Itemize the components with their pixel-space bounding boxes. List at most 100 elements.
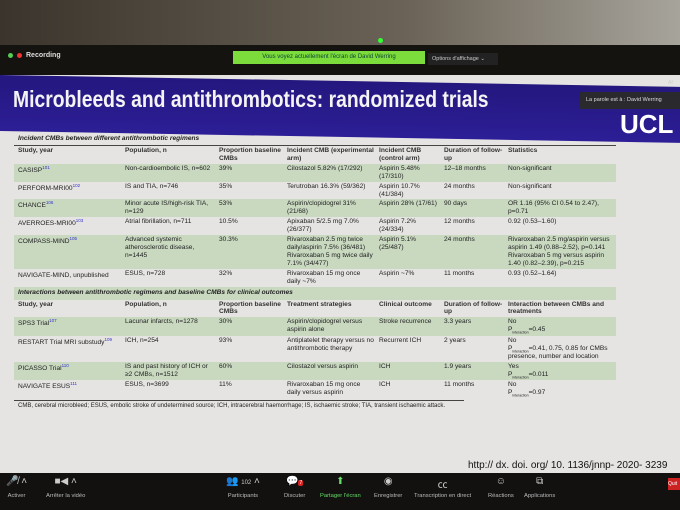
table-cell: 35% xyxy=(219,182,233,190)
camera-indicator xyxy=(378,38,383,43)
chat-badge: 7 xyxy=(298,480,304,486)
table-cell: Aspirin 5.1% (25/487) xyxy=(379,236,417,251)
table-cell: RESTART Trial MRI substudy109 xyxy=(18,336,112,346)
table-cell: 2 years xyxy=(444,336,466,344)
table-header-row: Study, year Population, n Proportion basel… xyxy=(14,300,616,318)
table-row: CASISP101 Non-cardioembolic IS, n=602 39% C… xyxy=(14,163,616,182)
participants-button[interactable]: 👥 102 ˄ Participants xyxy=(226,476,260,499)
table-cell: Treatment strategies xyxy=(287,300,352,308)
table-cell: Population, n xyxy=(125,147,167,154)
table-cell: Rivaroxaban 2.5 mg twice daily/aspirin 7… xyxy=(287,236,373,267)
table-cell: 10.5% xyxy=(219,218,238,226)
table-cell: Non-significant xyxy=(508,164,552,172)
table-row: PERFORM-MRI00102 IS and TIA, n=746 35% Teru… xyxy=(14,182,616,200)
table-row: NAVIGATE ESUS111 ESUS, n=3699 11% Rivaroxab… xyxy=(14,380,616,398)
quit-button[interactable]: Quit xyxy=(668,478,680,490)
doi-caption: http:// dx. doi. org/ 10. 1136/jnnp- 202… xyxy=(468,460,668,471)
table-row: CHANCE106 Minor acute IS/high-risk TIA, n… xyxy=(14,199,616,218)
table-cell: PERFORM-MRI00102 xyxy=(18,182,81,192)
table-cell: NAVIGATE ESUS111 xyxy=(18,381,77,391)
reference-superscript: 102 xyxy=(72,182,81,188)
recording-indicator: Recording xyxy=(8,52,61,59)
table-cell: ICH, n=254 xyxy=(125,336,159,344)
table-cell: Non-cardioembolic IS, n=602 xyxy=(125,164,211,172)
table-cell: Population, n xyxy=(125,300,167,308)
table-cell: 53% xyxy=(219,200,233,208)
share-screen-button[interactable]: ⬆ Partager l'écran xyxy=(320,476,361,499)
table-cell: Aspirin/clopidogrel versus aspirin alone xyxy=(287,318,363,334)
table-cell: Aspirin 7.2% (24/334) xyxy=(379,218,417,234)
reference-superscript: 111 xyxy=(70,381,77,387)
participants-count: 102 xyxy=(241,480,252,486)
table-cell: 30.3% xyxy=(219,236,238,244)
table-cell: Duration of follow-up xyxy=(444,300,503,316)
table-cell: Proportion baseline CMBs xyxy=(219,300,281,316)
table-cell: Clinical outcome xyxy=(379,300,432,308)
table-cell: Antiplatelet therapy versus no antithrom… xyxy=(287,336,374,352)
table-cell: ICH xyxy=(379,381,391,389)
smiley-icon: ☺ xyxy=(495,476,506,487)
table-cell: IS and past history of ICH or ≥2 CMBs, n… xyxy=(125,363,208,378)
table-cell: IS and TIA, n=746 xyxy=(125,182,179,190)
reference-superscript: 110 xyxy=(61,363,69,369)
security-shield-icon xyxy=(8,53,13,58)
table-cell: Cilostazol 5.82% (17/292) xyxy=(287,164,363,172)
table-cell: 39% xyxy=(219,164,233,172)
table-cell: Interaction between CMBs and treatments xyxy=(508,300,604,316)
table-cell: No Pinteraction=0.45 xyxy=(508,318,546,335)
table-cell: Terutroban 16.3% (59/362) xyxy=(287,182,366,190)
cc-icon: ㏄ xyxy=(437,480,448,491)
screen-share-banner: Vous voyez actuellement l'écran de David… xyxy=(233,51,425,64)
unmute-button[interactable]: 🎤̸ ˄ Activer xyxy=(6,476,28,499)
table-cell: Duration of follow-up xyxy=(444,147,503,162)
table-cell: 1.9 years xyxy=(444,363,472,371)
record-icon: ◉ xyxy=(383,476,393,487)
table-cell: No Pinteraction=0.41, 0.75, 0.85 for CMBs… xyxy=(508,336,608,361)
record-button[interactable]: ◉ Enregistrer xyxy=(374,476,403,499)
table-cell: PICASSO Trial110 xyxy=(18,363,69,373)
reference-superscript: 109 xyxy=(104,336,112,342)
stop-video-button[interactable]: ■◀ ˄ Arrêter la vidéo xyxy=(46,476,86,499)
table-cell: 11 months xyxy=(444,269,475,277)
table-cell: 32% xyxy=(219,269,233,277)
table-row: RESTART Trial MRI substudy109 ICH, n=254 9… xyxy=(14,336,616,362)
corner-label: Af xyxy=(668,80,673,86)
table-row: PICASSO Trial110 IS and past history of I… xyxy=(14,362,616,381)
table-cell: ICH xyxy=(379,363,391,371)
chat-button[interactable]: 💬7 Discuter xyxy=(284,476,306,499)
live-transcript-button[interactable]: ㏄ Transcription en direct xyxy=(414,476,471,499)
slide-title: Microbleeds and antithrombotics: randomi… xyxy=(13,86,489,112)
muted-mic-icon: 🎤̸ ˄ xyxy=(6,476,28,487)
table-cell: Aspirin 10.7% (41/384) xyxy=(379,182,420,198)
table-cell: Incident CMB (experimental arm) xyxy=(287,147,374,162)
table-cell: Aspirin ~7% xyxy=(379,269,415,277)
table-cell: Aspirin 28% (17/61) xyxy=(379,200,437,208)
table-row: COMPASS-MIND105 Advanced systemic atheros… xyxy=(14,235,616,269)
section-heading: Incident CMBs between different antithro… xyxy=(14,133,616,146)
recording-dot-icon xyxy=(17,53,22,58)
reference-superscript: 103 xyxy=(75,218,84,224)
table-cell: Study, year xyxy=(18,300,54,308)
table-cell: Recurrent ICH xyxy=(379,336,422,344)
table-cell: NAVIGATE-MIND, unpublished xyxy=(18,271,109,279)
chat-icon: 💬7 xyxy=(286,476,304,487)
reactions-button[interactable]: ☺ Réactions xyxy=(488,476,514,499)
table-cell: 12 months xyxy=(444,218,475,226)
share-screen-icon: ⬆ xyxy=(336,476,345,487)
video-camera-icon: ■◀ ˄ xyxy=(54,476,77,487)
table-cell: 30% xyxy=(219,318,233,326)
meeting-toolbar: 🎤̸ ˄ Activer ■◀ ˄ Arrêter la vidéo 👥 102 ˄… xyxy=(0,473,680,510)
table-cell: CHANCE106 xyxy=(18,200,54,210)
apps-button[interactable]: ⧉ Applications xyxy=(524,476,556,499)
table-cell: 93% xyxy=(219,336,233,344)
view-options-button[interactable]: Options d'affichage ⌄ xyxy=(428,53,498,65)
table-cell: COMPASS-MIND105 xyxy=(18,236,78,246)
background-wall xyxy=(0,0,680,45)
table-row: NAVIGATE-MIND, unpublished ESUS, n=728 32%… xyxy=(14,269,616,287)
table-cell: 24 months xyxy=(444,236,475,244)
table-cell: Rivaroxaban 15 mg once daily versus aspi… xyxy=(287,381,361,397)
table-cell: 3.3 years xyxy=(444,318,472,326)
participants-icon: 👥 102 ˄ xyxy=(226,476,260,487)
reference-superscript: 105 xyxy=(69,236,78,242)
reference-superscript: 107 xyxy=(49,318,57,324)
